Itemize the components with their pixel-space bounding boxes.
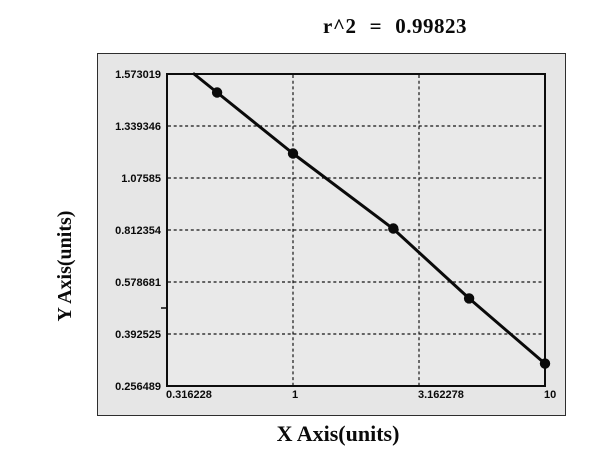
y-tick-label: 0.256489 bbox=[115, 381, 161, 393]
data-point bbox=[287, 148, 299, 159]
chart-title: r^2 = 0.99823 bbox=[323, 14, 467, 38]
data-point bbox=[463, 293, 475, 304]
y-axis-title: Y Axis(units) bbox=[54, 210, 76, 322]
data-point bbox=[388, 223, 399, 234]
data-point bbox=[211, 87, 223, 98]
data-point bbox=[539, 358, 551, 369]
axes-box bbox=[166, 73, 546, 387]
x-tick-label: 1 bbox=[292, 389, 298, 401]
x-tick-label: 10 bbox=[544, 389, 556, 401]
y-tick-label: 0.392525 bbox=[115, 329, 161, 341]
y-tick-label: 1.339346 bbox=[115, 121, 161, 133]
y-tick-label: 0.812354 bbox=[115, 225, 162, 237]
y-tick-label: 1.07585 bbox=[121, 173, 161, 185]
y-tick-label: 1.573019 bbox=[115, 69, 161, 81]
y-tick-label: 0.578681 bbox=[115, 277, 161, 289]
x-axis-title: X Axis(units) bbox=[276, 421, 400, 446]
x-tick-label: 0.316228 bbox=[166, 389, 212, 401]
x-tick-label: 3.162278 bbox=[418, 389, 464, 401]
